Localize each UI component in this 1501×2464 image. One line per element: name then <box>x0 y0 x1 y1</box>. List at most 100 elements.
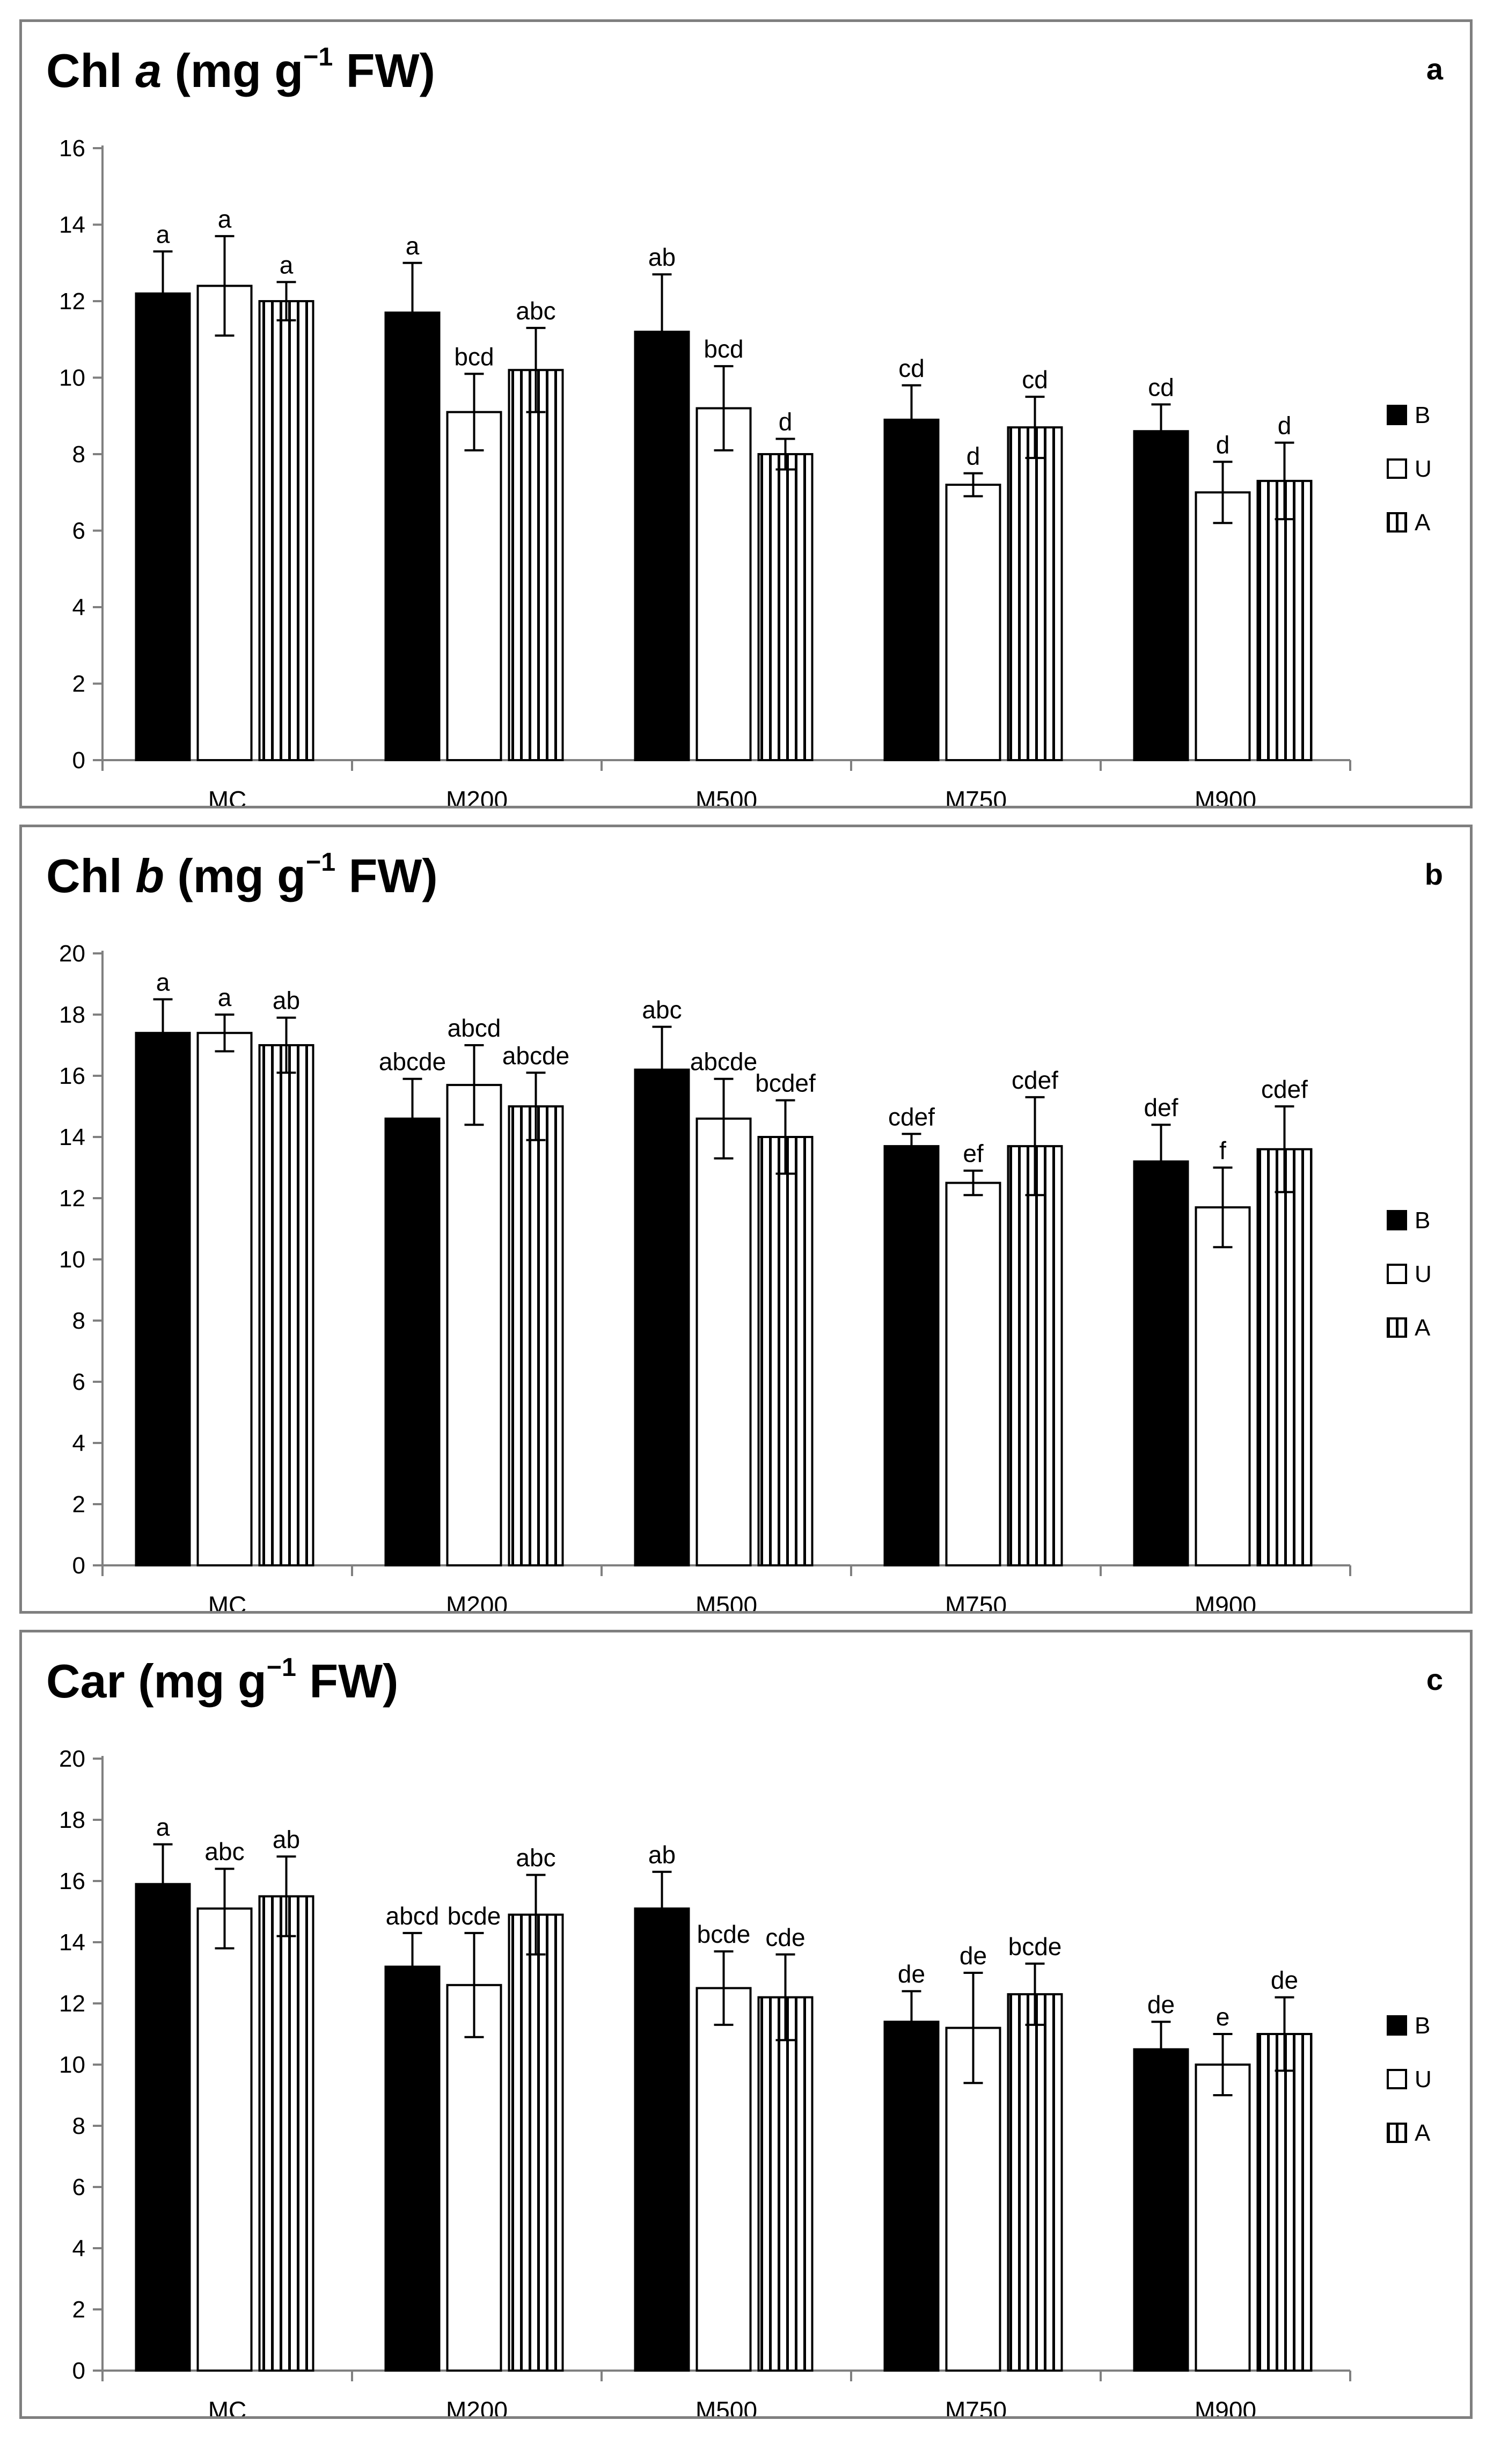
significance-letter: abcd <box>448 1014 501 1042</box>
significance-letter: d <box>1216 431 1230 458</box>
y-tick-label: 2 <box>72 2297 85 2323</box>
error-bar <box>464 1044 484 1126</box>
error-bar <box>775 438 795 471</box>
error-bar <box>1213 1167 1233 1249</box>
significance-letter: abcde <box>690 1048 757 1076</box>
error-bar <box>902 1990 921 2054</box>
bar-u <box>446 1084 502 1567</box>
significance-letter: cdef <box>1012 1066 1058 1094</box>
significance-letter: cd <box>1022 366 1048 393</box>
bar-u <box>196 1907 253 2372</box>
x-tick-label: M750 <box>945 1591 1007 1611</box>
error-bar <box>276 1855 296 1937</box>
legend-swatch-b <box>1387 405 1407 425</box>
significance-letter: bcde <box>697 1920 751 1948</box>
bar-u <box>945 484 1001 761</box>
bar-b <box>883 2021 940 2372</box>
error-bar <box>1275 1996 1294 2072</box>
significance-letter: e <box>1216 2003 1230 2031</box>
error-bar <box>215 235 235 337</box>
y-tick-label: 12 <box>59 1185 85 1212</box>
legend-label-u: U <box>1415 1261 1432 1287</box>
error-bar <box>1213 461 1233 524</box>
significance-letter: cdef <box>1261 1075 1308 1103</box>
bar-a <box>757 453 814 761</box>
bar-u <box>196 285 253 761</box>
legend-swatch-u <box>1387 2069 1407 2089</box>
bar-u <box>695 1117 752 1566</box>
error-bar <box>1025 396 1045 460</box>
bar-u <box>1195 491 1251 761</box>
significance-letter: d <box>1278 412 1292 440</box>
significance-letter: f <box>1219 1136 1226 1164</box>
error-bar <box>963 1972 983 2084</box>
bar-b <box>883 418 940 761</box>
y-tick-label: 16 <box>59 1868 85 1894</box>
significance-letter: abc <box>642 996 682 1024</box>
y-tick-label: 4 <box>72 594 85 621</box>
significance-letter: de <box>1271 1966 1298 1994</box>
error-bar <box>714 1950 734 2026</box>
significance-letter: abc <box>516 1844 555 1872</box>
bar-b <box>384 311 441 761</box>
chart-title-b: Chl b (mg g−1 FW) <box>46 848 438 902</box>
significance-letter: ab <box>648 243 676 271</box>
y-tick-label: 12 <box>59 288 85 315</box>
significance-letter: ef <box>963 1140 984 1168</box>
x-tick-label: MC <box>208 786 247 806</box>
panel-label-b: b <box>1424 857 1443 891</box>
legend-label-b: B <box>1415 402 1430 428</box>
error-bar <box>1025 1096 1045 1197</box>
significance-letter: abcd <box>386 1902 440 1930</box>
significance-letter: bcd <box>704 335 743 363</box>
error-bar <box>153 998 173 1068</box>
significance-letter: a <box>280 251 294 279</box>
significance-letter: cde <box>765 1923 805 1951</box>
y-tick-label: 16 <box>59 135 85 162</box>
bar-b <box>634 331 690 761</box>
panel-label-c: c <box>1426 1663 1443 1696</box>
significance-letter: d <box>779 408 793 436</box>
panel-label-a: a <box>1426 52 1443 86</box>
error-bar <box>775 1953 795 2042</box>
x-tick-label: M900 <box>1195 786 1256 806</box>
y-tick-label: 6 <box>72 518 85 544</box>
bar-a <box>258 1044 314 1566</box>
significance-letter: a <box>218 205 232 233</box>
error-bar <box>1275 441 1294 521</box>
y-tick-label: 6 <box>72 1369 85 1395</box>
error-bar <box>215 1868 235 1950</box>
bar-a <box>757 1136 814 1566</box>
legend-label-a: A <box>1415 509 1431 536</box>
error-bar <box>526 326 546 413</box>
significance-letter: de <box>960 1942 987 1970</box>
error-bar <box>1151 1124 1171 1199</box>
significance-letter: ab <box>273 987 300 1015</box>
bar-u <box>196 1032 253 1566</box>
bar-a <box>258 1895 314 2372</box>
significance-letter: def <box>1144 1094 1178 1121</box>
bar-u <box>695 1987 752 2372</box>
x-tick-label: M900 <box>1195 2396 1256 2416</box>
legend-label-b: B <box>1415 2013 1430 2039</box>
significance-letter: bcde <box>1008 1933 1062 1960</box>
significance-letter: de <box>1147 1991 1175 2018</box>
error-bar <box>714 365 734 451</box>
significance-letter: ab <box>273 1825 300 1853</box>
legend-swatch-u <box>1387 1264 1407 1284</box>
bar-b <box>1133 2048 1189 2372</box>
bar-b <box>135 292 191 761</box>
bar-a <box>1256 479 1313 761</box>
bar-a <box>508 369 564 761</box>
error-bar <box>1151 2021 1171 2078</box>
legend-swatch-a <box>1387 1317 1407 1338</box>
y-tick-label: 0 <box>72 747 85 774</box>
legend-swatch-b <box>1387 2015 1407 2036</box>
error-bar <box>402 261 422 363</box>
x-tick-label: M500 <box>695 2396 757 2416</box>
significance-letter: cdef <box>888 1103 935 1131</box>
y-tick-label: 2 <box>72 671 85 697</box>
bar-b <box>634 1907 690 2372</box>
